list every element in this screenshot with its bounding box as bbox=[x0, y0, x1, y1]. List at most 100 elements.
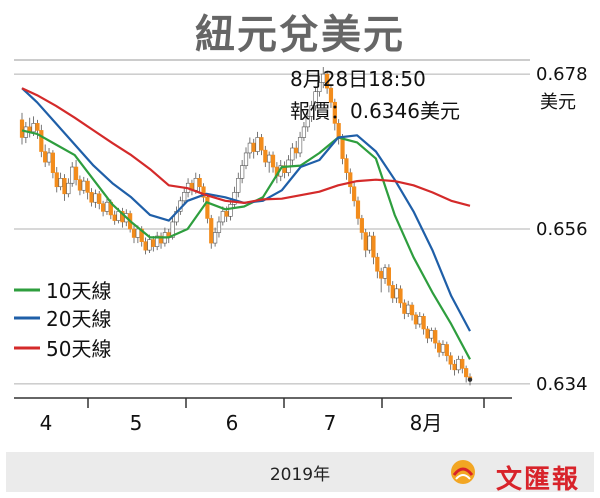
candle-body bbox=[220, 211, 225, 223]
latest-quote-point bbox=[467, 377, 473, 382]
candle-body bbox=[54, 172, 59, 188]
candle-body bbox=[325, 73, 330, 89]
candle-body bbox=[247, 142, 252, 154]
candle-body bbox=[139, 228, 144, 242]
candle-body bbox=[131, 228, 137, 238]
candle-body bbox=[382, 267, 388, 279]
chart-title: 紐元兌美元 bbox=[195, 12, 405, 58]
x-tick-label: 5 bbox=[130, 411, 143, 435]
legend-item: 10天線 bbox=[14, 279, 111, 303]
candle-body bbox=[348, 172, 353, 188]
candle-body bbox=[236, 178, 241, 193]
series-line bbox=[21, 129, 471, 360]
candle-body bbox=[270, 154, 276, 168]
candle-body bbox=[243, 152, 249, 166]
candle-body bbox=[97, 193, 102, 204]
legend: 10天線 20天線 50天線 bbox=[14, 279, 111, 361]
candle-body bbox=[363, 232, 368, 251]
candle-body bbox=[31, 123, 36, 133]
candle-body bbox=[332, 101, 337, 124]
footer-band: 2019年 文匯報 bbox=[6, 452, 594, 495]
candle-body bbox=[259, 137, 264, 151]
candle-body bbox=[294, 147, 299, 154]
candle-body bbox=[93, 193, 98, 203]
candlestick-layer bbox=[19, 67, 473, 386]
candle-body bbox=[267, 154, 272, 163]
candle-body bbox=[456, 358, 461, 371]
candle-body bbox=[402, 302, 407, 314]
annotation-time: 8月28日18:50 bbox=[290, 67, 426, 91]
candle-body bbox=[452, 363, 457, 371]
candle-body bbox=[394, 288, 399, 299]
candle-body bbox=[297, 137, 303, 154]
moving-average-layer bbox=[21, 87, 473, 382]
candle-body bbox=[73, 166, 79, 181]
candle-body bbox=[437, 342, 442, 353]
candle-body bbox=[309, 105, 314, 117]
candle-body bbox=[240, 165, 245, 179]
candle-body bbox=[313, 91, 318, 107]
candle-body bbox=[43, 151, 48, 163]
candle-body bbox=[390, 285, 395, 299]
x-tick-label: 6 bbox=[226, 411, 239, 435]
candle-body bbox=[344, 158, 349, 173]
candle-body bbox=[425, 328, 430, 339]
candle-body bbox=[89, 192, 94, 203]
candle-body bbox=[213, 232, 218, 244]
candle-body bbox=[317, 82, 322, 92]
legend-label: 20天線 bbox=[46, 307, 111, 331]
year-label: 2019年 bbox=[269, 465, 331, 485]
publisher-emblem-icon bbox=[451, 460, 475, 484]
candle-body bbox=[336, 123, 341, 138]
candle-body bbox=[35, 123, 40, 131]
candle-body bbox=[464, 368, 469, 378]
candle-body bbox=[290, 147, 295, 161]
candle-body bbox=[135, 228, 140, 238]
candle-body bbox=[46, 152, 52, 163]
y-tick-label: 0.656 bbox=[536, 219, 588, 240]
series-line bbox=[21, 87, 471, 207]
candle-body bbox=[352, 186, 357, 202]
candle-body bbox=[263, 149, 268, 163]
candle-body bbox=[81, 180, 86, 191]
candle-body bbox=[375, 256, 380, 272]
candle-body bbox=[460, 358, 465, 369]
candle-body bbox=[112, 214, 117, 221]
candle-body bbox=[433, 330, 438, 344]
y-unit-label: 美元 bbox=[540, 92, 576, 113]
candle-body bbox=[66, 182, 71, 195]
candle-body bbox=[62, 178, 67, 195]
candle-body bbox=[340, 137, 345, 159]
candle-body bbox=[379, 270, 384, 279]
title-band: 紐元兌美元 bbox=[0, 0, 600, 58]
candle-body bbox=[101, 203, 106, 212]
candle-body bbox=[386, 267, 391, 286]
candle-body bbox=[301, 126, 307, 138]
candle-body bbox=[85, 180, 90, 193]
candle-body bbox=[197, 178, 202, 188]
candle-body bbox=[251, 142, 256, 152]
chart-plot: 0.634 0.656 0.678 4 5 6 7 8月 10天線 20天線 50天線 8月28日… bbox=[14, 59, 588, 435]
candle-body bbox=[39, 130, 44, 152]
candle-body bbox=[328, 87, 334, 103]
candle-body bbox=[205, 197, 210, 219]
candle-body bbox=[371, 235, 376, 258]
candle-body bbox=[398, 288, 403, 304]
candle-body bbox=[70, 166, 75, 184]
y-tick-label: 0.634 bbox=[536, 374, 588, 395]
candle-body bbox=[421, 316, 426, 330]
candle-body bbox=[170, 221, 175, 238]
candle-body bbox=[193, 178, 198, 191]
candle-body bbox=[19, 119, 25, 138]
candle-body bbox=[147, 239, 152, 251]
candle-body bbox=[359, 218, 364, 233]
candle-body bbox=[104, 201, 110, 212]
candle-body bbox=[50, 152, 55, 173]
publisher-logo: 文匯報 bbox=[426, 455, 586, 495]
candle-body bbox=[355, 200, 361, 219]
candle-body bbox=[409, 304, 415, 316]
axis-layer: 0.634 0.656 0.678 4 5 6 7 8月 bbox=[14, 59, 588, 435]
candle-body bbox=[151, 239, 156, 247]
candle-body bbox=[182, 192, 187, 202]
